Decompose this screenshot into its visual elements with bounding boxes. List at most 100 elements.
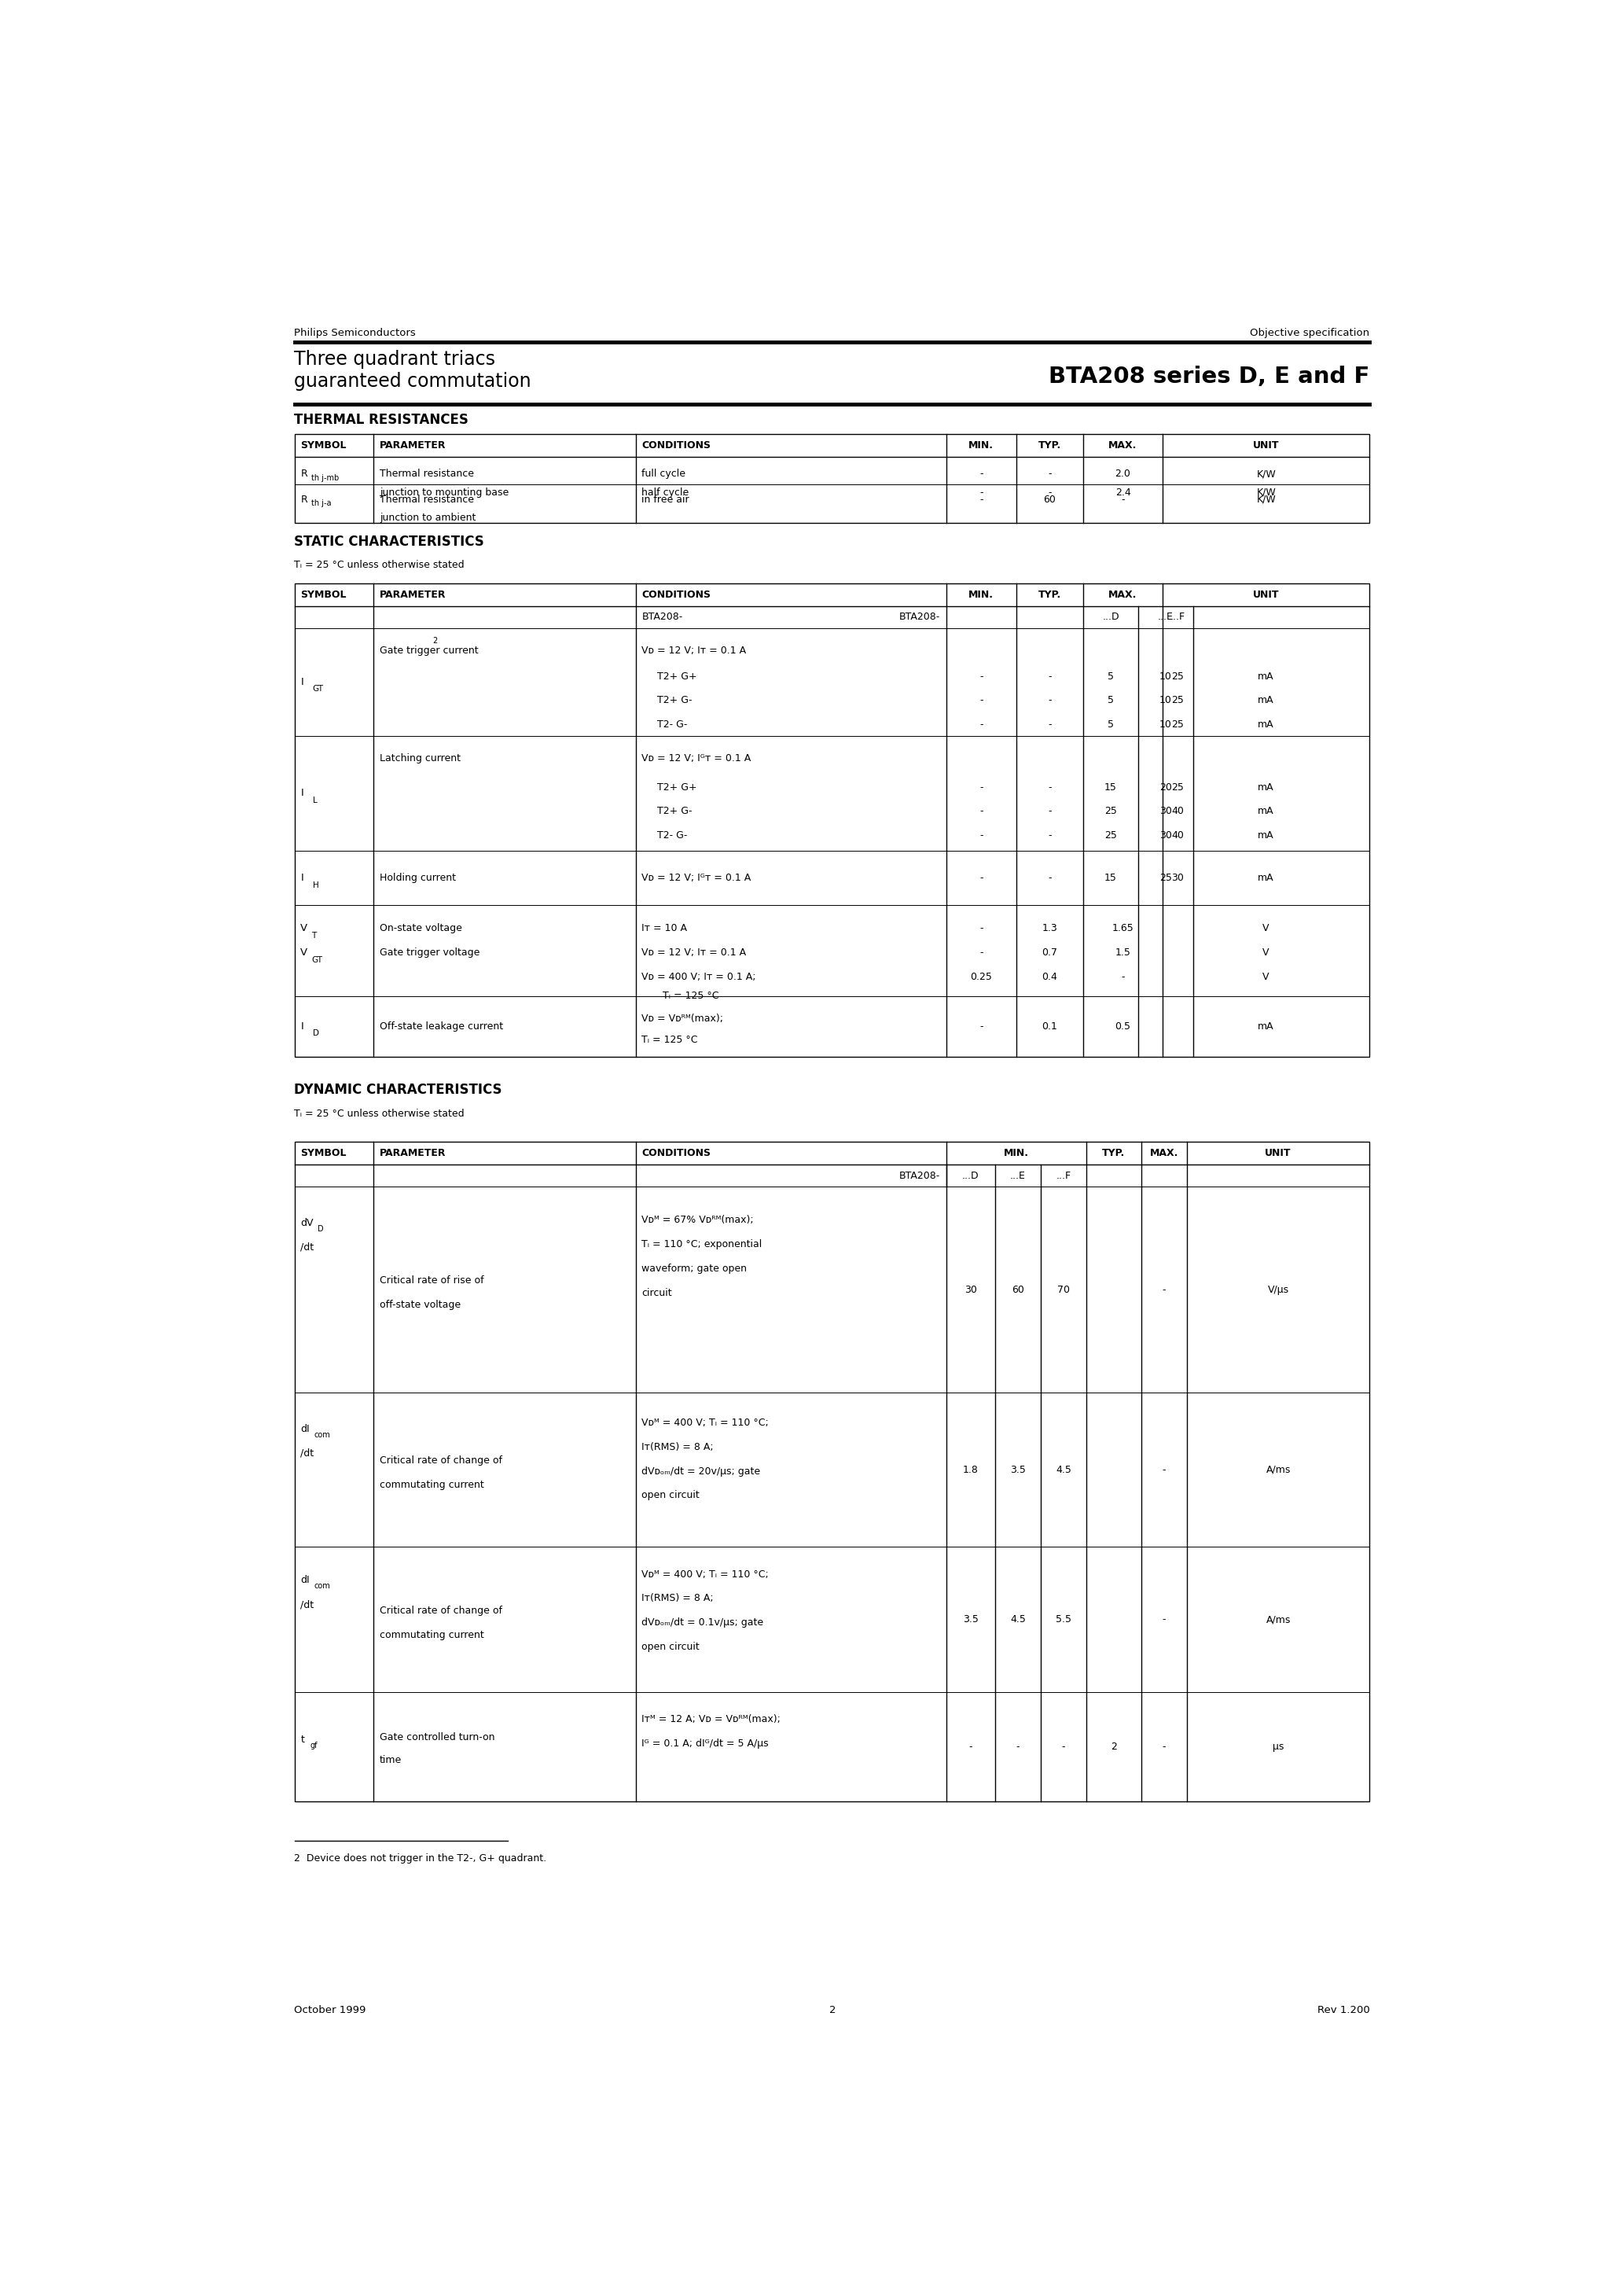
Text: Tᵢ = 125 °C: Tᵢ = 125 °C bbox=[641, 1035, 698, 1045]
Text: -: - bbox=[1163, 1614, 1166, 1626]
Text: ...E: ...E bbox=[1158, 613, 1174, 622]
Text: K/W: K/W bbox=[1257, 468, 1276, 480]
Text: 15: 15 bbox=[1104, 872, 1117, 884]
Text: -: - bbox=[1047, 872, 1052, 884]
Text: junction to mounting base: junction to mounting base bbox=[380, 487, 508, 498]
Text: GT: GT bbox=[312, 955, 323, 964]
Bar bbox=[294, 1141, 1369, 1802]
Text: October 1999: October 1999 bbox=[294, 2004, 365, 2016]
Text: I: I bbox=[300, 1022, 304, 1031]
Text: -: - bbox=[1017, 1743, 1020, 1752]
Text: 0.5: 0.5 bbox=[1116, 1022, 1130, 1031]
Text: 1.5: 1.5 bbox=[1116, 948, 1130, 957]
Text: Gate trigger voltage: Gate trigger voltage bbox=[380, 948, 479, 957]
Text: TYP.: TYP. bbox=[1103, 1148, 1125, 1157]
Text: Holding current: Holding current bbox=[380, 872, 456, 884]
Text: Vᴅ = 12 V; Iᴳᴛ = 0.1 A: Vᴅ = 12 V; Iᴳᴛ = 0.1 A bbox=[641, 753, 750, 765]
Text: 5.5: 5.5 bbox=[1056, 1614, 1072, 1626]
Text: -: - bbox=[1163, 1283, 1166, 1295]
Bar bbox=[294, 583, 1369, 1056]
Text: time: time bbox=[380, 1754, 401, 1766]
Text: Vᴅᴹ = 400 V; Tᵢ = 110 °C;: Vᴅᴹ = 400 V; Tᵢ = 110 °C; bbox=[641, 1568, 768, 1580]
Text: Vᴅ = 12 V; Iᴛ = 0.1 A: Vᴅ = 12 V; Iᴛ = 0.1 A bbox=[641, 645, 747, 657]
Text: 2.4: 2.4 bbox=[1116, 487, 1130, 498]
Text: 0.4: 0.4 bbox=[1043, 971, 1057, 983]
Text: 5: 5 bbox=[1108, 696, 1114, 705]
Text: mA: mA bbox=[1259, 872, 1275, 884]
Text: MIN.: MIN. bbox=[968, 590, 994, 599]
Text: -: - bbox=[979, 872, 983, 884]
Text: -: - bbox=[979, 831, 983, 840]
Text: 2: 2 bbox=[828, 2004, 836, 2016]
Text: V: V bbox=[1263, 971, 1270, 983]
Text: Vᴅᴹ = 400 V; Tᵢ = 110 °C;: Vᴅᴹ = 400 V; Tᵢ = 110 °C; bbox=[641, 1417, 768, 1428]
Text: gf: gf bbox=[310, 1743, 318, 1750]
Text: I: I bbox=[300, 677, 304, 687]
Text: -: - bbox=[1163, 1743, 1166, 1752]
Text: 25: 25 bbox=[1171, 783, 1184, 792]
Text: -: - bbox=[1047, 468, 1052, 480]
Text: -: - bbox=[1121, 971, 1125, 983]
Text: T2+ G-: T2+ G- bbox=[656, 696, 692, 705]
Bar bbox=[294, 434, 1369, 523]
Text: UNIT: UNIT bbox=[1252, 441, 1280, 450]
Text: T: T bbox=[312, 932, 317, 939]
Text: Critical rate of rise of: Critical rate of rise of bbox=[380, 1277, 484, 1286]
Text: junction to ambient: junction to ambient bbox=[380, 512, 476, 523]
Text: PARAMETER: PARAMETER bbox=[380, 441, 447, 450]
Text: -: - bbox=[979, 806, 983, 817]
Text: -: - bbox=[979, 487, 983, 498]
Text: 5: 5 bbox=[1108, 670, 1114, 682]
Text: 25: 25 bbox=[1171, 670, 1184, 682]
Text: T2+ G+: T2+ G+ bbox=[656, 670, 697, 682]
Text: DYNAMIC CHARACTERISTICS: DYNAMIC CHARACTERISTICS bbox=[294, 1084, 502, 1097]
Text: circuit: circuit bbox=[641, 1288, 672, 1297]
Text: 1.8: 1.8 bbox=[963, 1465, 978, 1474]
Text: -: - bbox=[979, 719, 983, 730]
Text: T2+ G+: T2+ G+ bbox=[656, 783, 697, 792]
Text: V/μs: V/μs bbox=[1268, 1283, 1289, 1295]
Text: T2- G-: T2- G- bbox=[656, 719, 687, 730]
Text: Philips Semiconductors: Philips Semiconductors bbox=[294, 328, 416, 338]
Text: -: - bbox=[1047, 831, 1052, 840]
Text: I: I bbox=[300, 788, 304, 799]
Text: /dt: /dt bbox=[300, 1449, 313, 1458]
Text: 15: 15 bbox=[1104, 783, 1117, 792]
Text: SYMBOL: SYMBOL bbox=[300, 1148, 346, 1157]
Text: SYMBOL: SYMBOL bbox=[300, 590, 346, 599]
Text: Vᴅ = Vᴅᴿᴹ(max);: Vᴅ = Vᴅᴿᴹ(max); bbox=[641, 1015, 723, 1024]
Text: R: R bbox=[300, 494, 307, 505]
Text: T2- G-: T2- G- bbox=[656, 831, 687, 840]
Text: μs: μs bbox=[1273, 1743, 1285, 1752]
Text: BTA208-: BTA208- bbox=[900, 1171, 940, 1180]
Text: V: V bbox=[1263, 923, 1270, 932]
Text: -: - bbox=[1047, 806, 1052, 817]
Text: 1.3: 1.3 bbox=[1043, 923, 1057, 932]
Text: /dt: /dt bbox=[300, 1242, 313, 1251]
Text: th j-a: th j-a bbox=[312, 498, 331, 507]
Text: mA: mA bbox=[1259, 696, 1275, 705]
Text: th j-mb: th j-mb bbox=[312, 473, 339, 482]
Text: mA: mA bbox=[1259, 670, 1275, 682]
Text: Rev 1.200: Rev 1.200 bbox=[1317, 2004, 1369, 2016]
Text: 60: 60 bbox=[1044, 494, 1056, 505]
Text: 40: 40 bbox=[1171, 806, 1184, 817]
Text: -: - bbox=[979, 670, 983, 682]
Text: PARAMETER: PARAMETER bbox=[380, 590, 447, 599]
Text: K/W: K/W bbox=[1257, 494, 1276, 505]
Text: BTA208-: BTA208- bbox=[900, 613, 940, 622]
Text: 20: 20 bbox=[1160, 783, 1173, 792]
Text: Iᴳ = 0.1 A; dIᴳ/dt = 5 A/μs: Iᴳ = 0.1 A; dIᴳ/dt = 5 A/μs bbox=[641, 1738, 768, 1750]
Text: Tᵢ = 25 °C unless otherwise stated: Tᵢ = 25 °C unless otherwise stated bbox=[294, 1109, 464, 1118]
Text: A/ms: A/ms bbox=[1265, 1465, 1291, 1474]
Text: off-state voltage: off-state voltage bbox=[380, 1300, 461, 1311]
Text: -: - bbox=[1047, 696, 1052, 705]
Text: -: - bbox=[1121, 494, 1125, 505]
Text: SYMBOL: SYMBOL bbox=[300, 441, 346, 450]
Text: 25: 25 bbox=[1160, 872, 1173, 884]
Text: Off-state leakage current: Off-state leakage current bbox=[380, 1022, 503, 1031]
Text: Gate controlled turn-on: Gate controlled turn-on bbox=[380, 1733, 495, 1743]
Text: T2+ G-: T2+ G- bbox=[656, 806, 692, 817]
Text: 30: 30 bbox=[1160, 806, 1173, 817]
Text: THERMAL RESISTANCES: THERMAL RESISTANCES bbox=[294, 413, 469, 427]
